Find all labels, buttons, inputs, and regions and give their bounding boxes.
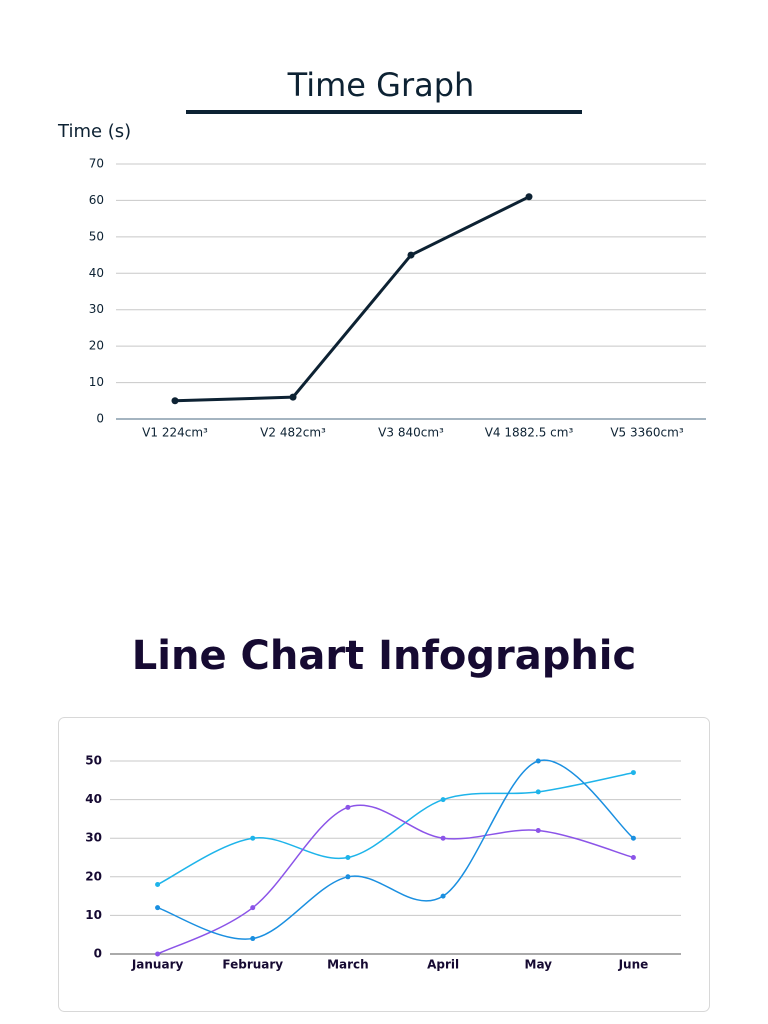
data-point [250,936,256,942]
data-point [630,855,636,860]
y-axis-label: Time (s) [57,121,131,142]
y-tick-label: 30 [89,302,104,316]
data-point [289,393,297,401]
data-point [250,905,256,911]
y-tick-label: 40 [85,792,102,806]
x-tick-label: March [327,958,369,972]
y-tick-label: 50 [85,754,102,768]
y-tick-label: 20 [85,869,102,883]
y-tick-label: 30 [85,831,102,845]
data-point [440,835,446,841]
chart-title: Time Graph [287,66,475,104]
y-tick-label: 40 [89,266,104,280]
x-tick-label: V2 482cm³ [260,426,326,440]
data-point [250,835,256,841]
data-point [407,251,415,259]
x-tick-label: May [525,958,553,972]
y-tick-label: 0 [96,412,104,426]
series-line [157,771,634,886]
x-tick-label: April [427,958,459,972]
x-tick-label: V1 224cm³ [142,426,208,440]
data-point [345,804,351,810]
data-point [535,827,541,833]
y-tick-label: 60 [89,193,104,207]
x-tick-label: February [222,958,283,972]
data-point [525,193,533,201]
x-tick-label: January [131,958,184,972]
x-tick-label: June [618,958,649,972]
y-tick-label: 10 [89,375,104,389]
x-tick-label: V4 1882.5 cm³ [485,426,574,440]
chart-title: Line Chart Infographic [132,633,636,679]
data-point [535,758,541,764]
data-point [440,797,446,803]
x-tick-label: V5 3360cm³ [610,426,683,440]
data-point [630,770,636,776]
data-point [535,789,541,795]
y-tick-label: 20 [89,339,104,353]
y-tick-label: 0 [94,947,102,961]
data-point [630,835,636,841]
data-point [171,397,179,405]
y-tick-label: 10 [85,908,102,922]
data-point [345,874,351,880]
data-point [155,951,161,957]
y-tick-label: 50 [89,229,104,243]
data-point [155,882,161,888]
data-point [155,905,161,911]
data-point [440,893,446,899]
y-tick-label: 70 [89,157,104,171]
series-line [174,195,530,403]
x-tick-label: V3 840cm³ [378,426,444,440]
data-point [345,855,351,860]
